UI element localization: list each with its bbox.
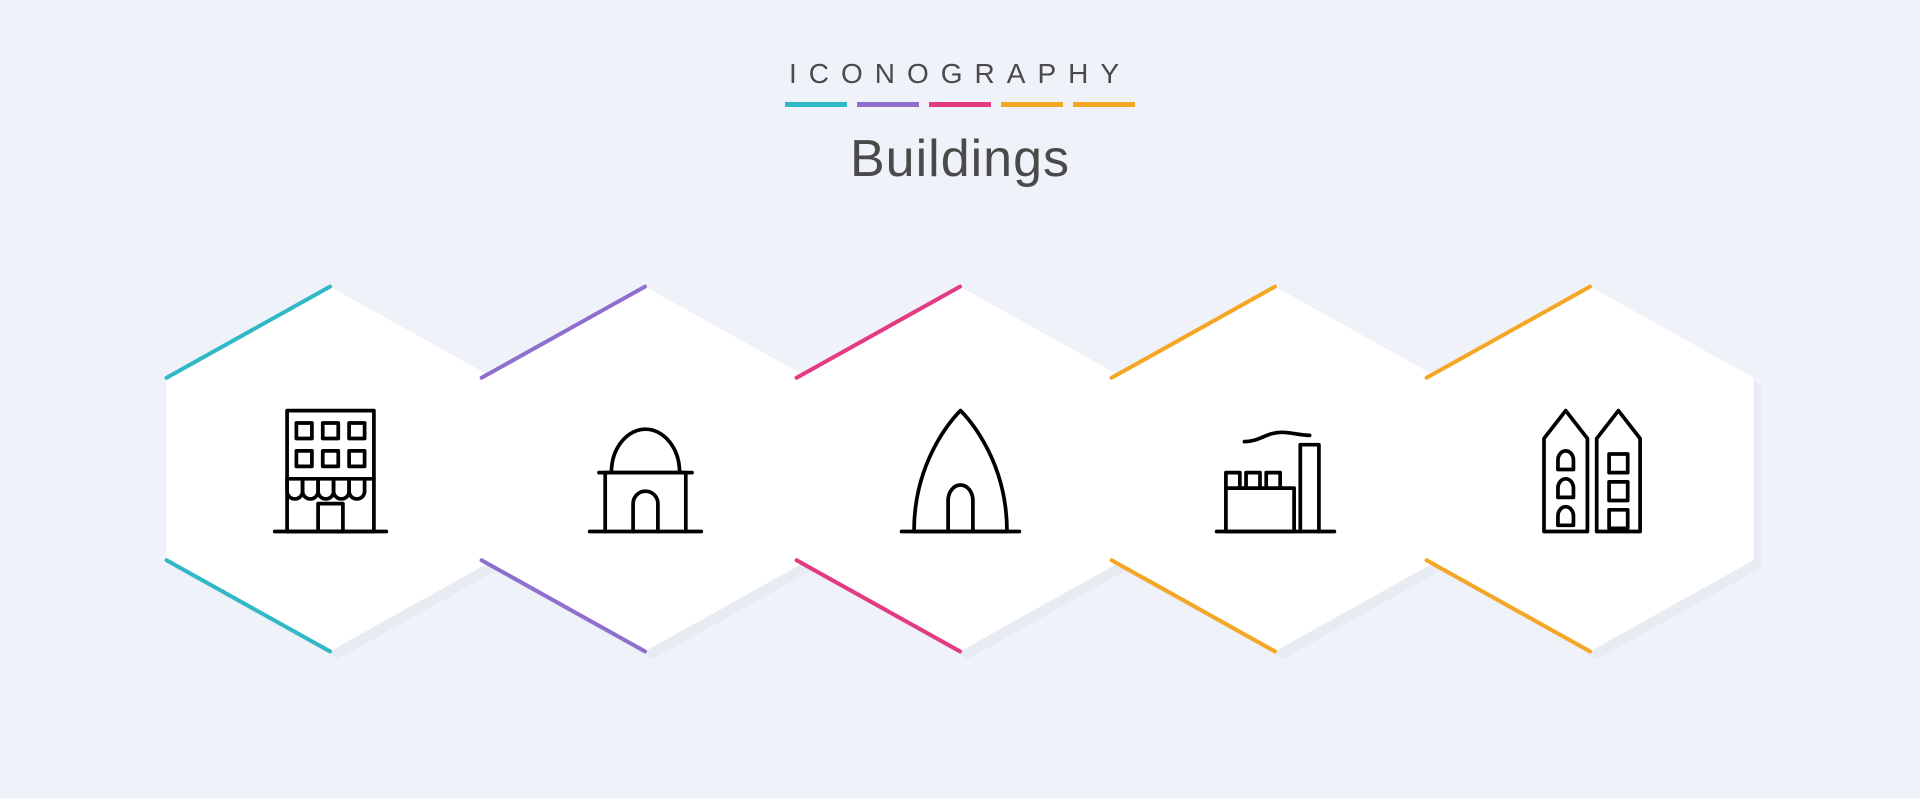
stripe (857, 102, 919, 107)
pack-title: Buildings (785, 129, 1135, 189)
stripe (1001, 102, 1063, 107)
stripe (1073, 102, 1135, 107)
stripe (929, 102, 991, 107)
stripe (785, 102, 847, 107)
infographic-canvas: ICONOGRAPHY Buildings (0, 0, 1920, 798)
icon-row (140, 279, 1780, 679)
brand-stripes (785, 102, 1135, 107)
header: ICONOGRAPHY Buildings (785, 58, 1135, 189)
twin-towers-icon (1400, 279, 1780, 659)
hex-tile (1400, 279, 1780, 659)
brand-label: ICONOGRAPHY (785, 58, 1135, 90)
